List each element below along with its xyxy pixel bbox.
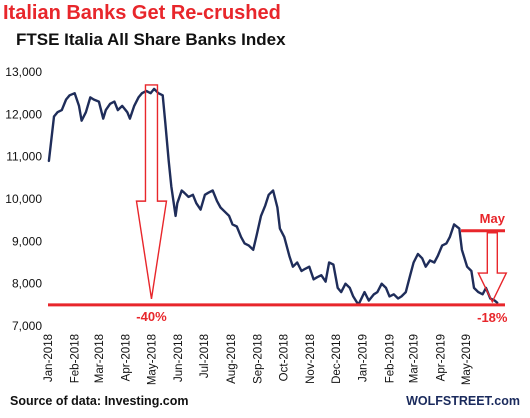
may-label: May [480, 211, 506, 226]
y-tick-label: 10,000 [5, 192, 42, 206]
y-tick-label: 7,000 [12, 319, 42, 333]
decline-arrow-2018 [135, 84, 168, 299]
decline-arrow-2019 [477, 232, 508, 304]
x-tick-label: Apr-2018 [121, 334, 133, 381]
watermark: WOLFSTREET.com [406, 394, 520, 408]
x-tick-label: Oct-2018 [278, 334, 290, 381]
chart-subtitle: FTSE Italia All Share Banks Index [16, 30, 286, 49]
y-tick-label: 13,000 [5, 65, 42, 79]
y-tick-label: 9,000 [12, 234, 42, 248]
chart-title: Italian Banks Get Re-crushed [3, 2, 281, 24]
x-tick-label: Feb-2018 [70, 334, 82, 383]
x-tick-label: Mar-2019 [409, 334, 421, 383]
x-axis: Jan-2018 Feb-2018 Mar-2018 Apr-2018 May-2018… [43, 334, 473, 385]
x-tick-label: May-2019 [461, 334, 473, 385]
y-tick-label: 8,000 [12, 277, 42, 291]
x-tick-label: Aug-2018 [226, 334, 238, 384]
annotations: -40% -18% May [48, 84, 508, 325]
x-tick-label: Nov-2018 [305, 334, 317, 384]
x-tick-label: Jul-2018 [199, 334, 211, 378]
y-tick-label: 12,000 [5, 107, 42, 121]
x-tick-label: Feb-2019 [384, 334, 396, 383]
y-tick-label: 11,000 [6, 150, 42, 164]
x-tick-label: Jan-2019 [358, 334, 370, 382]
x-tick-label: Dec-2018 [331, 334, 343, 384]
series-line [47, 87, 499, 306]
x-tick-label: May-2018 [146, 334, 158, 385]
data-source-note: Source of data: Investing.com [10, 394, 189, 408]
pct-label-2018: -40% [136, 309, 167, 324]
x-tick-label: Mar-2018 [94, 334, 106, 383]
x-tick-label: Apr-2019 [435, 334, 447, 381]
x-tick-label: Sep-2018 [253, 334, 265, 384]
pct-label-2019: -18% [477, 310, 508, 325]
y-axis: 7,000 8,000 9,000 10,000 11,000 12,000 13,000 [5, 65, 42, 333]
x-tick-label: Jan-2018 [43, 334, 55, 382]
x-tick-label: Jun-2018 [173, 334, 185, 382]
